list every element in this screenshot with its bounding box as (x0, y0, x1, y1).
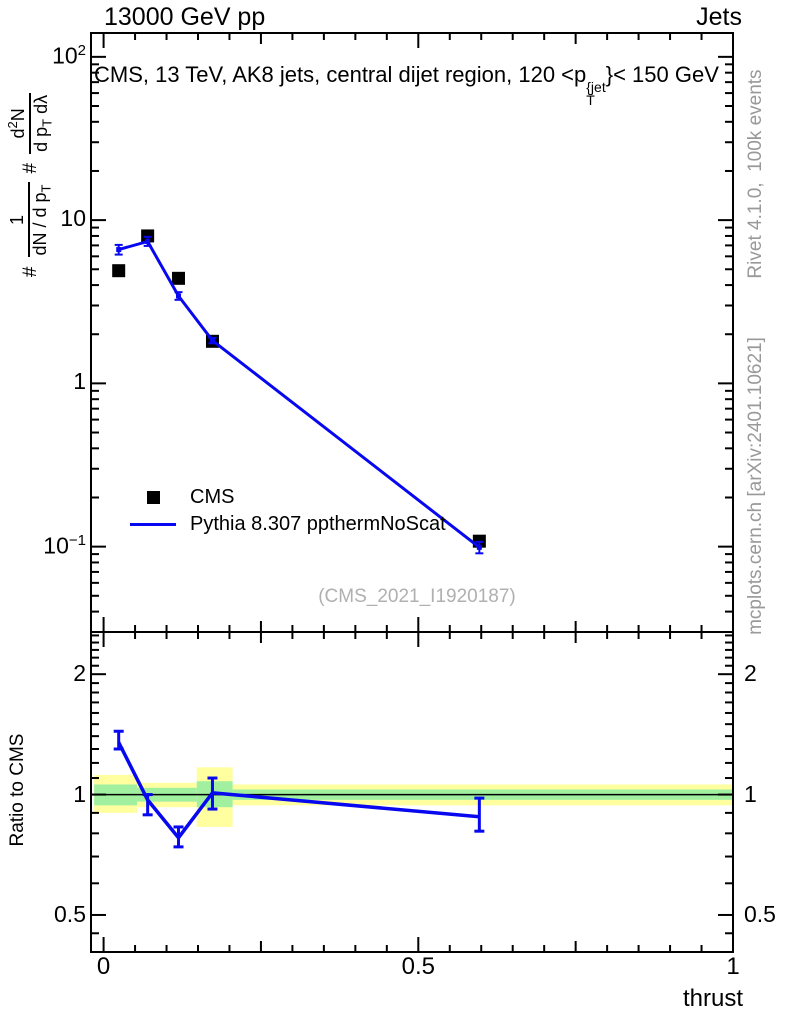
ylabel-hash-1: # (20, 266, 41, 278)
legend-line-marker (130, 522, 176, 526)
ratio-y-tick-label-right: 1 (744, 780, 757, 807)
legend-swatch (124, 490, 182, 504)
pythia-point (116, 247, 122, 253)
ylabel-frac2-num-pre: d (8, 128, 29, 139)
ratio-y-tick-label-right: 2 (744, 660, 757, 687)
ylabel-frac1-den: dN / d pT (28, 182, 55, 258)
ylabel-frac1-den-text: dN / d p (30, 192, 51, 256)
pythia-point (175, 293, 181, 299)
ylabel-frac2-num-sup: 2 (5, 121, 21, 129)
y-tick-label: 1 (73, 368, 86, 395)
ylabel-hash-2: # (20, 162, 41, 174)
watermark-analysis-id: (CMS_2021_I1920187) (318, 586, 516, 607)
ylabel-frac2-num-post: N (8, 108, 29, 122)
y-tick-exponent: −1 (68, 531, 86, 549)
y-tick-label: 102 (52, 42, 86, 70)
legend-label: CMS (190, 485, 235, 508)
legend-square-marker (146, 490, 160, 504)
panel-title: CMS, 13 TeV, AK8 jets, central dijet reg… (94, 62, 719, 108)
cms-data-point (112, 264, 126, 278)
ylabel-frac2-num: d2N (5, 108, 29, 139)
x-tick-label: 0 (96, 953, 111, 980)
panel-title-sub: T (586, 92, 595, 109)
ylabel-frac2-den-post: dλ (31, 94, 52, 119)
panel-title-sup: {jet (586, 79, 606, 95)
panel-title-pre: CMS, 13 TeV, AK8 jets, central dijet reg… (94, 62, 587, 87)
header-beam-energy: 13000 GeV pp (104, 3, 266, 31)
pythia-point (476, 544, 482, 550)
legend-item: CMS (124, 484, 234, 510)
ylabel-fraction-2: d2N d pT dλ (5, 92, 56, 154)
y-tick-exponent: 2 (77, 41, 86, 59)
y-tick-base: 1 (73, 368, 86, 395)
ylabel-frac2-den-pre: d p (31, 126, 52, 152)
side-note-source: mcplots.cern.ch [arXiv:2401.10621] (745, 337, 766, 635)
ylabel-fraction-1: 1 dN / d pT (7, 182, 55, 258)
pythia-point (145, 238, 151, 244)
legend-swatch (124, 522, 182, 526)
y-tick-base: 10 (52, 42, 78, 69)
y-tick-label: 10−1 (43, 532, 86, 560)
ylabel-frac1-num: 1 (7, 215, 28, 226)
y-tick-base: 10 (60, 205, 86, 232)
side-note-generator: Rivet 4.1.0, 100k events (745, 69, 766, 279)
y-tick-label: 10 (60, 205, 86, 232)
ylabel-frac2-den-sub: T (39, 118, 55, 127)
ylabel-frac1-den-sub: T (38, 184, 54, 193)
x-tick-label: 0.5 (401, 953, 435, 980)
pythia-point (209, 338, 215, 344)
ratio-y-axis-label: Ratio to CMS (7, 733, 28, 847)
legend-label: Pythia 8.307 ppthermNoScat (190, 512, 446, 535)
legend-item: Pythia 8.307 ppthermNoScat (124, 511, 446, 537)
ratio-y-tick-label: 0.5 (54, 900, 86, 927)
y-tick-base: 10 (43, 532, 69, 559)
panel-title-supsub: {jet T (586, 79, 606, 109)
x-axis-label: thrust (682, 985, 743, 1012)
header-analysis-group: Jets (696, 3, 742, 31)
ratio-y-tick-label-right: 0.5 (744, 900, 776, 927)
panel-title-post: }< 150 GeV (605, 62, 719, 87)
main-y-axis-label: # 1 dN / d pT # d2N d pT dλ (4, 35, 58, 335)
main-plot-frame (90, 32, 734, 633)
x-tick-label: 1 (726, 953, 740, 980)
cms-data-point (171, 271, 185, 285)
ylabel-frac2-den: d pT dλ (29, 92, 56, 154)
ratio-plot-frame (90, 631, 734, 953)
ratio-y-tick-label: 1 (73, 780, 86, 807)
ratio-y-tick-label: 2 (73, 660, 86, 687)
